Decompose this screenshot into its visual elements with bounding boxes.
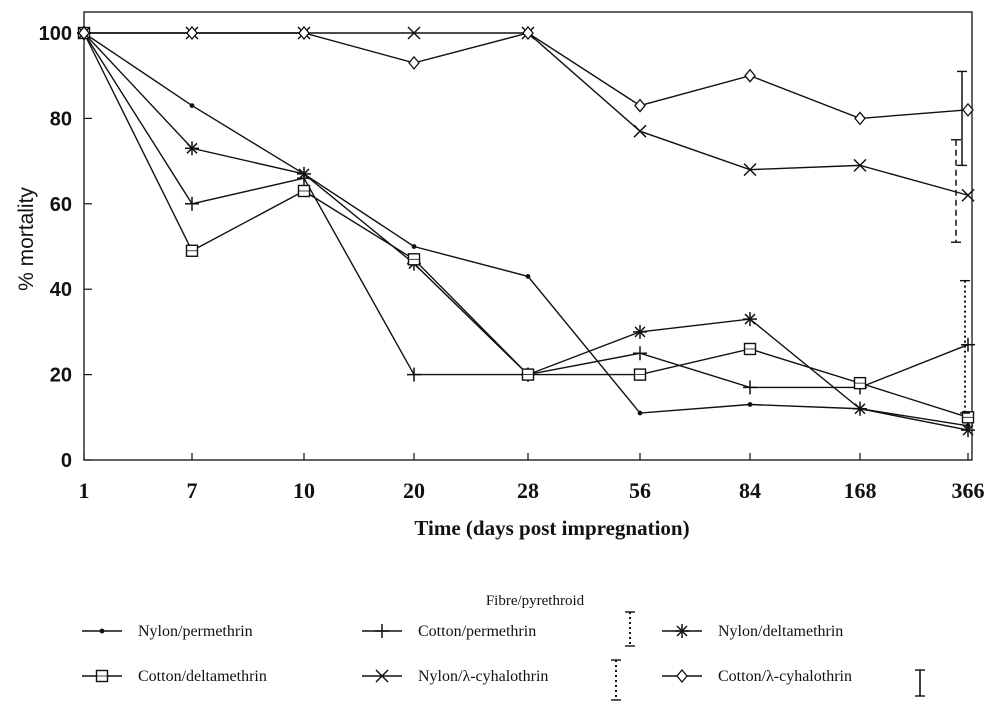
data-point <box>185 196 199 211</box>
data-point <box>525 273 531 279</box>
x-tick-label: 366 <box>952 478 985 503</box>
series-4 <box>77 26 975 202</box>
data-point <box>637 410 643 416</box>
y-tick-label: 80 <box>50 108 72 130</box>
data-point <box>961 188 975 202</box>
data-point <box>408 55 420 70</box>
data-point <box>633 368 647 381</box>
x-tick-label: 56 <box>629 478 651 503</box>
legend-label: Cotton/permethrin <box>418 623 536 640</box>
series-lines <box>77 25 975 438</box>
data-point <box>854 111 866 126</box>
error-bars <box>951 70 970 414</box>
legend-marker <box>676 668 688 684</box>
series-line <box>84 32 969 120</box>
legend-marker <box>95 669 109 683</box>
data-point <box>407 253 421 266</box>
series-line <box>84 32 969 196</box>
data-point <box>521 368 535 381</box>
legend-title: Fibre/pyrethroid <box>486 593 585 609</box>
data-point <box>744 68 756 83</box>
legend-label: Nylon/permethrin <box>138 623 253 640</box>
data-point <box>633 324 647 339</box>
y-tick-label: 60 <box>50 194 72 216</box>
y-tick-label: 40 <box>50 279 72 301</box>
x-axis-label: Time (days post impregnation) <box>414 516 689 540</box>
legend-marker <box>375 669 389 683</box>
data-point <box>298 25 310 41</box>
data-point <box>634 98 646 113</box>
series-line <box>83 32 969 427</box>
plot-frame <box>83 11 973 461</box>
data-point <box>961 411 975 424</box>
data-point <box>185 141 199 156</box>
x-axis-ticks: 1 7 10 20 28 56 84 168 366 <box>79 453 985 503</box>
data-point <box>189 103 195 108</box>
data-point <box>186 25 198 41</box>
series-5 <box>78 25 974 126</box>
x-tick-label: 28 <box>517 478 539 503</box>
y-tick-label: 0 <box>61 450 72 472</box>
data-point <box>961 423 975 438</box>
legend-marker <box>99 628 105 634</box>
series-line <box>83 32 969 389</box>
data-point <box>743 312 757 327</box>
data-point <box>411 244 417 249</box>
data-point <box>407 26 421 40</box>
data-point <box>747 402 753 407</box>
legend-label: Cotton/deltamethrin <box>138 668 267 685</box>
data-point <box>853 376 867 390</box>
legend-label: Cotton/λ-cyhalothrin <box>718 668 852 685</box>
data-point <box>297 166 311 181</box>
legend-marker <box>675 624 689 638</box>
legend-item: Nylon/deltamethrin <box>662 623 843 640</box>
data-point <box>297 184 311 198</box>
data-point <box>633 124 647 138</box>
series-1 <box>77 26 975 395</box>
data-point <box>522 25 534 41</box>
data-point <box>743 163 757 177</box>
series-line <box>83 32 969 418</box>
y-tick-label: 20 <box>50 365 72 387</box>
x-tick-label: 10 <box>293 478 315 503</box>
x-tick-label: 7 <box>187 478 198 503</box>
data-point <box>962 102 974 117</box>
data-point <box>743 380 757 395</box>
series-3 <box>77 26 975 424</box>
legend-item: Cotton/permethrin <box>362 623 536 640</box>
y-tick-label: 100 <box>39 23 72 45</box>
legend: Nylon/permethrin Cotton/permethrin Nylon/d… <box>82 611 925 701</box>
legend-label: Nylon/λ-cyhalothrin <box>418 668 548 685</box>
legend-label: Nylon/deltamethrin <box>718 623 843 640</box>
legend-item: Cotton/λ-cyhalothrin <box>662 668 852 685</box>
data-point <box>633 346 647 361</box>
data-point <box>853 401 867 416</box>
plot-area <box>83 11 973 461</box>
x-tick-label: 1 <box>79 478 90 503</box>
data-point <box>743 342 757 356</box>
data-point <box>185 244 199 257</box>
x-tick-label: 168 <box>844 478 877 503</box>
legend-marker <box>375 624 389 638</box>
data-point <box>407 367 421 382</box>
legend-item: Nylon/λ-cyhalothrin <box>362 668 548 685</box>
data-point <box>961 337 975 352</box>
data-point <box>78 25 90 41</box>
y-axis-label: % mortality <box>15 187 38 291</box>
data-point <box>853 158 867 172</box>
legend-item: Cotton/deltamethrin <box>82 668 267 685</box>
x-tick-label: 84 <box>739 478 761 503</box>
x-tick-label: 20 <box>403 478 425 503</box>
legend-item: Nylon/permethrin <box>82 623 253 640</box>
